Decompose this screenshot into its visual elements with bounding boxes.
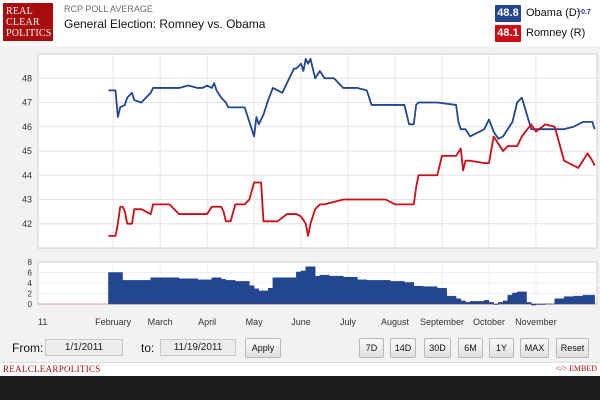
page-bottom: [0, 376, 600, 400]
legend-name-obama: Obama (D): [526, 7, 581, 19]
y-tick-label: 46: [22, 122, 32, 132]
x-tick-label: June: [291, 317, 311, 327]
legend-change-obama: +0.7: [577, 9, 591, 16]
x-tick-label: March: [148, 317, 173, 327]
x-tick-label: July: [340, 317, 357, 327]
apply-button[interactable]: Apply: [245, 338, 281, 358]
range-1y-button[interactable]: 1Y: [489, 338, 514, 358]
range-max-button[interactable]: MAX: [520, 338, 549, 358]
spread-y-tick-label: 8: [28, 258, 33, 267]
y-tick-label: 48: [22, 73, 32, 83]
footer-brand[interactable]: REALCLEARPOLITICS: [3, 364, 101, 374]
range-30d-button[interactable]: 30D: [424, 338, 451, 358]
widget-header: REAL CLEAR POLITICS RCP POLL AVERAGE Gen…: [0, 0, 600, 46]
chart-area[interactable]: 42 43 44 45 46 47 48 0 2 4 6 8 11 February March April M…: [0, 46, 600, 334]
spread-y-tick-label: 2: [28, 290, 33, 299]
y-tick-label: 44: [22, 170, 32, 180]
range-14d-button[interactable]: 14D: [390, 338, 416, 358]
logo-line-1: REAL: [6, 6, 33, 17]
range-6m-button[interactable]: 6M: [458, 338, 483, 358]
date-controls: From: to: Apply 7D 14D 30D 6M 1Y MAX Res…: [0, 334, 600, 362]
poll-title: General Election: Romney vs. Obama: [64, 17, 266, 31]
range-7d-button[interactable]: 7D: [359, 338, 384, 358]
x-tick-label: October: [473, 317, 505, 327]
footer-strip: REALCLEARPOLITICS </> EMBED: [0, 362, 600, 376]
to-label: to:: [141, 341, 155, 355]
x-tick-label: April: [198, 317, 216, 327]
y-tick-label: 42: [22, 219, 32, 229]
embed-link[interactable]: </> EMBED: [555, 364, 597, 373]
poll-chart[interactable]: 42 43 44 45 46 47 48 02 46 8 11 February March April M…: [0, 46, 600, 334]
logo-line-2: CLEAR: [6, 17, 40, 28]
spread-area: [108, 266, 595, 306]
y-tick-label: 45: [22, 146, 32, 156]
legend: 48.8 Obama (D) +0.7 48.1 Romney (R): [495, 5, 599, 45]
spread-y-tick-label: 0: [28, 300, 33, 309]
y-tick-label: 43: [22, 195, 32, 205]
legend-value-romney: 48.1: [495, 25, 521, 42]
legend-value-obama: 48.8: [495, 5, 521, 22]
legend-item-romney: 48.1 Romney (R): [495, 25, 599, 43]
spread-y-tick-label: 6: [28, 269, 33, 278]
reset-button[interactable]: Reset: [556, 338, 589, 358]
x-tick-label: February: [95, 317, 132, 327]
rcp-logo[interactable]: REAL CLEAR POLITICS: [3, 3, 53, 41]
from-date-input[interactable]: [45, 339, 123, 356]
x-tick-label: 11: [38, 317, 47, 327]
legend-name-romney: Romney (R): [526, 27, 586, 39]
to-date-input[interactable]: [160, 339, 236, 356]
x-tick-label: September: [420, 317, 464, 327]
x-tick-label: May: [246, 317, 264, 327]
x-tick-label: November: [515, 317, 557, 327]
obama-line: [108, 57, 596, 140]
poll-kicker: RCP POLL AVERAGE: [64, 4, 153, 14]
logo-line-3: POLITICS: [6, 28, 52, 39]
spread-y-tick-label: 4: [28, 279, 33, 288]
from-label: From:: [12, 341, 44, 355]
romney-line: [108, 123, 596, 237]
legend-item-obama: 48.8 Obama (D) +0.7: [495, 5, 599, 23]
y-tick-label: 47: [22, 98, 32, 108]
x-tick-label: August: [381, 317, 410, 327]
